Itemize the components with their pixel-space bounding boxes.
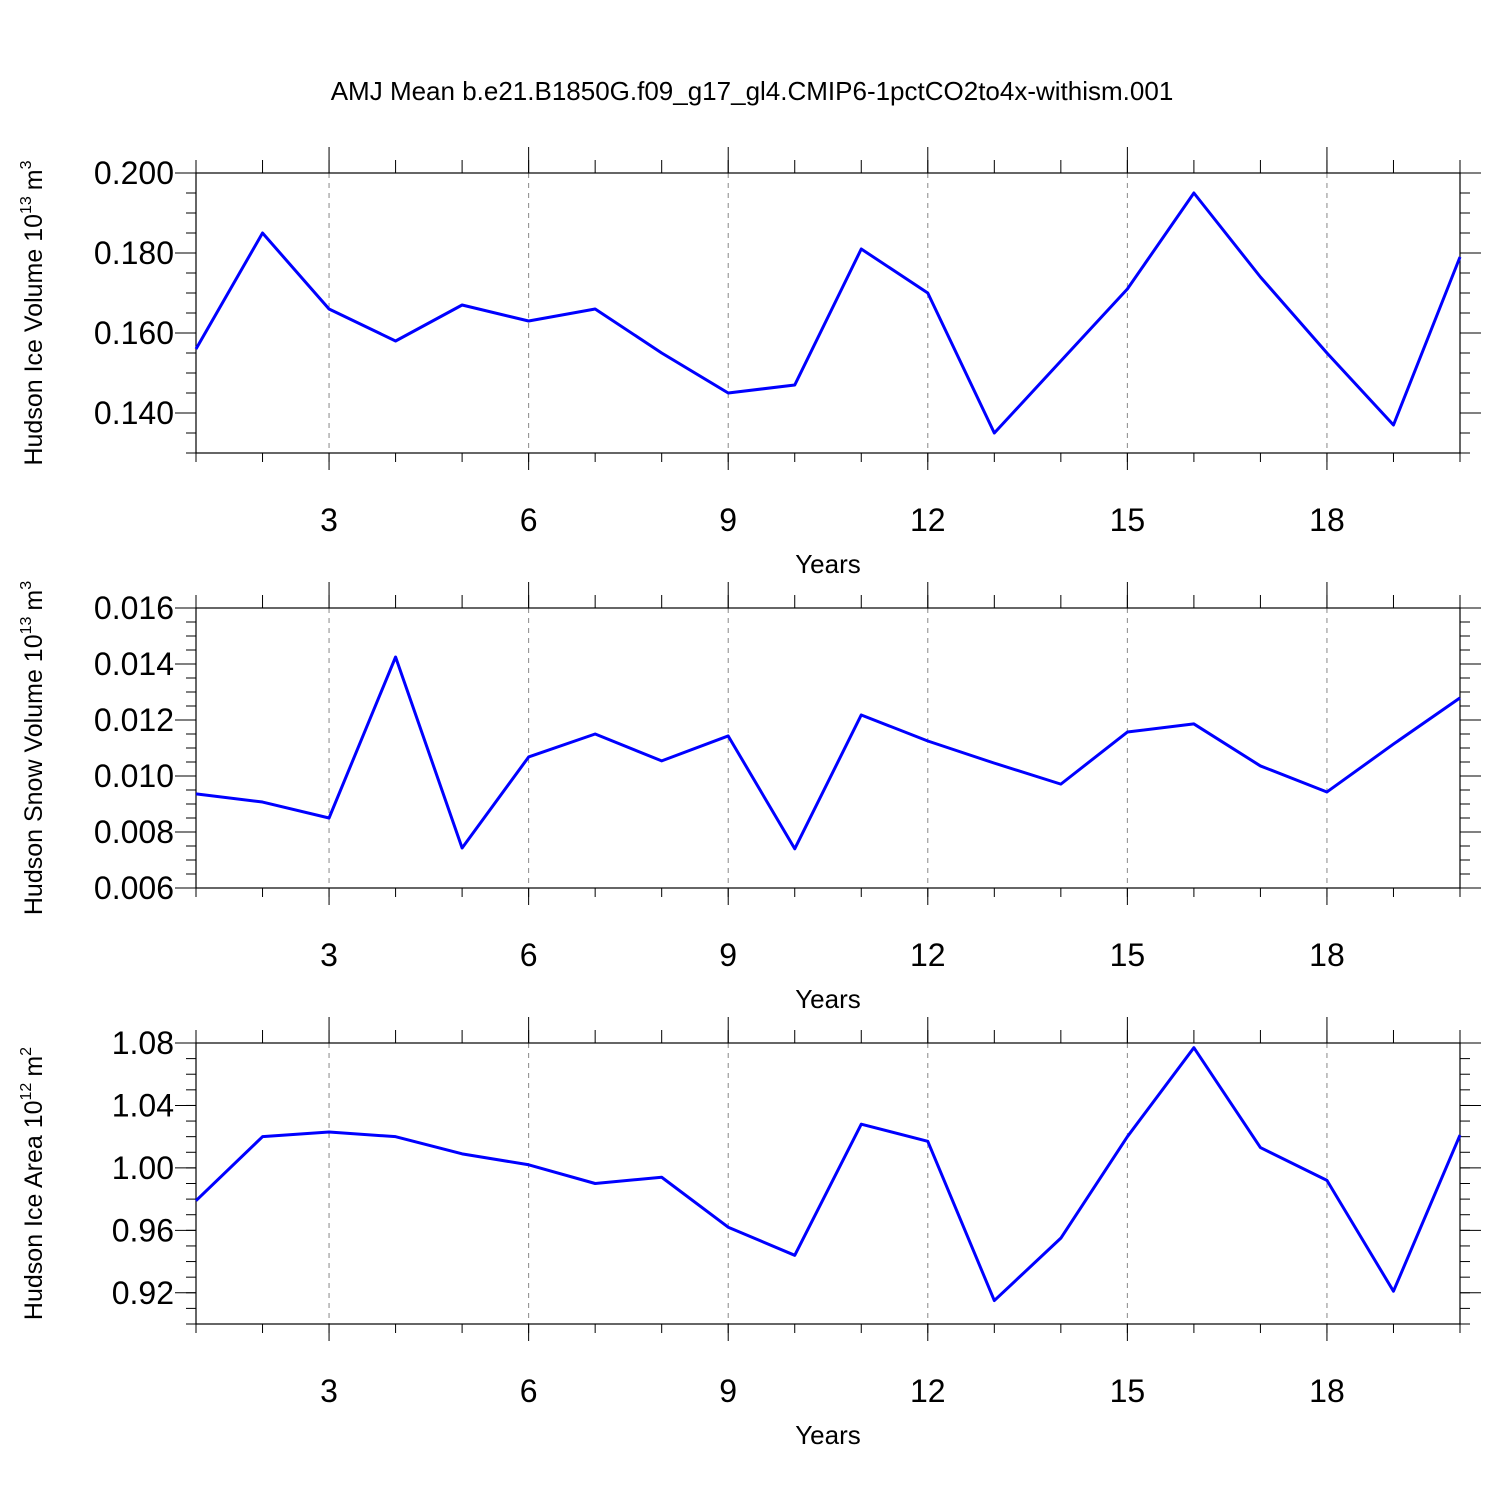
y-tick-label: 0.010 (94, 758, 174, 794)
y-axis-label-exponent: 13 (18, 196, 35, 214)
x-tick-label: 6 (520, 1373, 538, 1409)
y-tick-label: 0.008 (94, 814, 174, 850)
y-tick-label: 1.04 (112, 1087, 174, 1123)
y-axis-label: Hudson Ice Area 1012 m2 (18, 1047, 48, 1320)
x-tick-label: 15 (1110, 937, 1146, 973)
y-axis-label-text: Hudson Ice Volume 10 (20, 214, 48, 466)
y-tick-label: 0.160 (94, 315, 174, 351)
figure-title: AMJ Mean b.e21.B1850G.f09_g17_gl4.CMIP6-… (331, 76, 1174, 106)
y-axis-label-exponent: 13 (18, 616, 35, 634)
x-tick-label: 18 (1309, 1373, 1345, 1409)
x-tick-label: 9 (719, 502, 737, 538)
x-axis-label: Years (795, 1420, 861, 1450)
x-tick-label: 9 (719, 1373, 737, 1409)
data-line (195, 655, 1461, 851)
x-tick-label: 12 (910, 502, 946, 538)
y-axis-label: Hudson Snow Volume 1013 m3 (18, 581, 48, 915)
y-axis-label: Hudson Ice Volume 1013 m3 (18, 160, 48, 465)
y-tick-label: 1.00 (112, 1150, 174, 1186)
plot-frame (195, 172, 1461, 454)
y-tick-label: 0.140 (94, 395, 174, 431)
x-tick-label: 12 (910, 937, 946, 973)
plot-frame (195, 607, 1461, 889)
data-line (194, 1046, 1462, 1303)
x-tick-label: 12 (910, 1373, 946, 1409)
y-tick-label: 0.014 (94, 646, 174, 682)
x-tick-label: 6 (520, 502, 538, 538)
plot-frame (195, 1042, 1461, 1325)
x-tick-label: 3 (320, 1373, 338, 1409)
y-tick-label: 0.96 (112, 1212, 174, 1248)
data-line (194, 191, 1462, 435)
y-axis-label-text: Hudson Ice Area 10 (20, 1100, 48, 1320)
y-tick-label: 0.92 (112, 1275, 174, 1311)
y-axis-label-exponent: 12 (18, 1083, 35, 1101)
x-tick-label: 3 (320, 937, 338, 973)
x-tick-label: 18 (1309, 502, 1345, 538)
x-tick-label: 3 (320, 502, 338, 538)
y-axis-label-unit: m (20, 169, 48, 190)
x-tick-label: 15 (1110, 1373, 1146, 1409)
x-tick-label: 18 (1309, 937, 1345, 973)
y-tick-label: 0.016 (94, 590, 174, 626)
y-tick-label: 0.012 (94, 702, 174, 738)
x-axis-label: Years (795, 984, 861, 1014)
y-tick-label: 0.180 (94, 235, 174, 271)
y-tick-label: 0.006 (94, 870, 174, 906)
y-axis-label-unit: m (20, 590, 48, 611)
y-axis-label-unit: m (20, 1056, 48, 1077)
x-tick-label: 15 (1110, 502, 1146, 538)
y-tick-label: 0.200 (94, 155, 174, 191)
y-axis-label-unit-exponent: 2 (18, 1047, 35, 1056)
x-tick-label: 9 (719, 937, 737, 973)
x-tick-label: 6 (520, 937, 538, 973)
y-axis-label-unit-exponent: 3 (18, 581, 35, 590)
y-tick-label: 1.08 (112, 1025, 174, 1061)
x-axis-label: Years (795, 549, 861, 579)
y-axis-label-text: Hudson Snow Volume 10 (20, 634, 48, 915)
y-axis-label-unit-exponent: 3 (18, 160, 35, 169)
